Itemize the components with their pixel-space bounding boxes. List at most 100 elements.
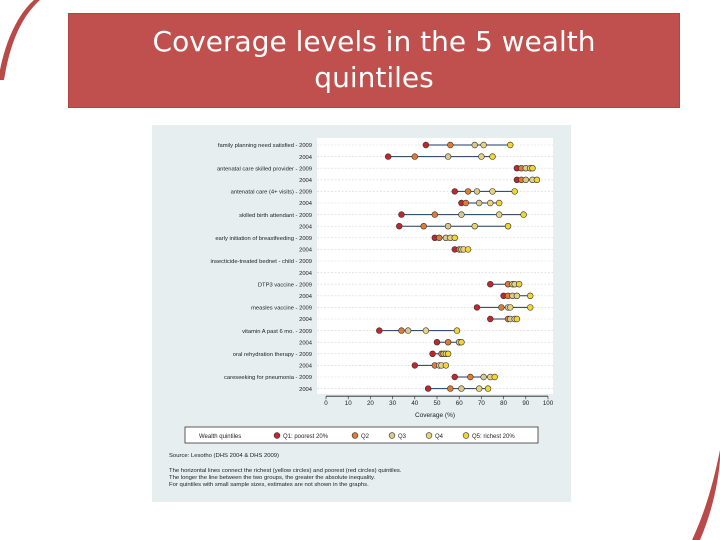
data-point (420, 222, 427, 230)
legend-marker (351, 432, 359, 439)
data-point (495, 211, 503, 218)
legend: Wealth quintiles Q1: poorest 20% Q2 Q3 Q4 Q5… (184, 426, 539, 444)
data-point (451, 373, 458, 381)
decorative-swoosh-right (692, 450, 720, 540)
legend-marker (273, 432, 281, 439)
legend-entry: Q4 (435, 434, 444, 440)
row-label: 2004 (299, 271, 313, 277)
data-point (473, 188, 481, 195)
data-point (478, 153, 485, 160)
data-point (480, 373, 487, 381)
row-label: early initiation of breastfeeding - 2009 (215, 236, 312, 242)
data-point (527, 304, 534, 311)
data-point (398, 327, 405, 334)
row-label: family planning need satisfied - 2009 (218, 143, 312, 149)
data-layer (376, 141, 541, 392)
legend-title: Wealth quintiles (199, 434, 241, 440)
data-point (487, 315, 494, 323)
chart-notes: Source: Lesotho (DHS 2004 & DHS 2009) The… (169, 453, 402, 488)
data-point (471, 222, 478, 230)
row-label: DTP3 vaccine - 2009 (258, 282, 312, 288)
data-point (498, 304, 505, 311)
x-tick-label: 60 (456, 400, 463, 407)
x-tick-label: 90 (522, 400, 529, 407)
data-point (422, 141, 430, 149)
data-point (442, 362, 450, 369)
footnote: For quintiles with small sample sizes, e… (169, 482, 369, 488)
row-label: 2004 (299, 340, 313, 346)
data-point (447, 141, 454, 149)
legend-box (184, 426, 539, 444)
data-point (520, 211, 527, 218)
row-label: oral rehydration therapy - 2009 (233, 352, 312, 358)
data-point (489, 153, 496, 160)
data-point (464, 246, 472, 253)
data-point (384, 153, 392, 160)
data-point (522, 176, 529, 183)
data-point (458, 385, 465, 392)
x-tick-label: 10 (345, 400, 352, 407)
data-point (475, 199, 483, 207)
slide-title: Coverage levels in the 5 wealth quintile… (152, 25, 596, 94)
data-point (515, 281, 523, 288)
x-tick-label: 30 (389, 400, 396, 407)
data-point (495, 199, 503, 207)
data-point (411, 362, 418, 369)
legend-marker (425, 432, 433, 439)
data-point (504, 222, 512, 230)
data-point (398, 211, 405, 218)
data-point (533, 176, 541, 183)
data-point (396, 222, 403, 230)
x-tick-label: 50 (434, 400, 441, 407)
data-point (458, 211, 465, 218)
data-point (404, 327, 412, 334)
data-point (487, 199, 494, 207)
row-label: 2004 (299, 155, 313, 161)
data-point (464, 188, 472, 195)
source-note: Source: Lesotho (DHS 2004 & DHS 2009) (169, 453, 279, 459)
row-label: antenatal care (4+ visits) - 2009 (231, 190, 312, 196)
data-point (376, 327, 383, 334)
data-point (480, 141, 487, 149)
row-label-layer: family planning need satisfied - 2009 200… (210, 143, 312, 393)
row-label: vitamin A past 6 mo. - 2009 (242, 329, 312, 335)
x-tick-label: 80 (500, 400, 507, 407)
title-banner: Coverage levels in the 5 wealth quintile… (68, 13, 680, 108)
data-point (513, 315, 521, 323)
data-point (462, 199, 470, 207)
footnote: The longer the line between the two grou… (169, 475, 376, 481)
footnote: The horizontal lines connect the richest… (169, 468, 402, 474)
data-point (444, 350, 452, 358)
x-tick-label: 70 (478, 400, 485, 407)
row-label: careseeking for pneumonia - 2009 (224, 375, 312, 381)
data-point (491, 373, 498, 381)
data-point (444, 222, 452, 230)
row-label: 2004 (299, 364, 313, 370)
data-point (453, 327, 461, 334)
data-point (471, 141, 478, 149)
data-point (467, 373, 474, 381)
row-label: 2004 (299, 317, 313, 323)
x-tick-label: 100 (543, 400, 554, 407)
data-point (475, 385, 483, 392)
data-point (529, 164, 536, 172)
row-label: antenatal care skilled provider - 2009 (217, 166, 312, 172)
data-point (513, 292, 521, 300)
legend-marker (462, 432, 470, 439)
data-point (444, 153, 452, 160)
data-point (458, 339, 465, 346)
legend-entry: Q1: poorest 20% (283, 434, 329, 440)
data-point (487, 281, 494, 288)
data-point (429, 350, 436, 358)
dot-plot-chart: family planning need satisfied - 2009 200… (152, 125, 571, 502)
data-point (473, 304, 481, 311)
row-label: 2004 (299, 294, 313, 300)
legend-marker (388, 432, 396, 439)
data-point (451, 188, 458, 195)
row-label: 2004 (299, 201, 313, 207)
row-label: 2004 (299, 178, 313, 184)
decorative-swoosh-left (0, 0, 40, 80)
legend-entry: Q2 (361, 434, 370, 440)
x-axis-label: Coverage (%) (415, 412, 455, 419)
data-point (431, 211, 438, 218)
